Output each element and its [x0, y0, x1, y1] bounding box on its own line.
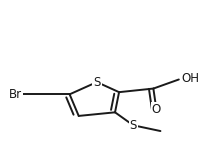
- Text: OH: OH: [182, 72, 200, 85]
- Text: O: O: [152, 103, 161, 116]
- Text: S: S: [130, 119, 137, 132]
- Text: Br: Br: [9, 88, 22, 101]
- Text: S: S: [93, 76, 101, 89]
